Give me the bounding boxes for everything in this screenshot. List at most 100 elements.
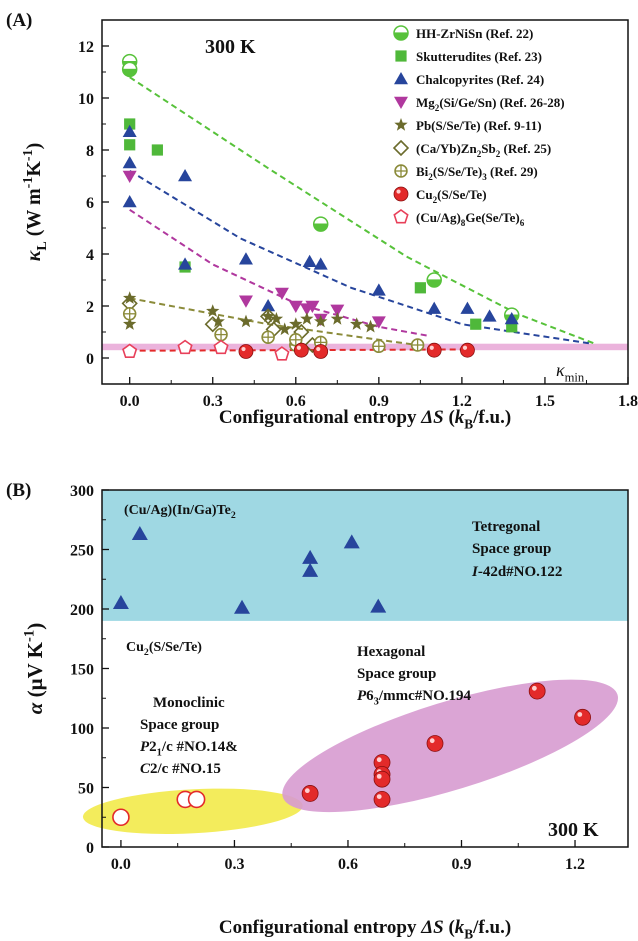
trend-line	[129, 169, 593, 345]
point-ball	[393, 186, 409, 202]
x-tick-label: 0.6	[286, 393, 306, 410]
y-tick-label: 150	[70, 662, 94, 679]
data-point	[426, 342, 442, 358]
data-point	[259, 308, 277, 325]
point-fill	[427, 280, 442, 287]
legend-label: Cu2(S/Se/Te)	[416, 187, 487, 205]
data-point	[373, 754, 391, 771]
point-highlight	[241, 346, 246, 352]
data-point	[506, 321, 518, 333]
x-tick-label: 1.8	[618, 393, 638, 410]
point-highlight	[429, 738, 435, 744]
legend-label: (Cu/Ag)8Ge(Se/Te)6	[416, 210, 525, 228]
point-ball	[426, 342, 442, 358]
data-point	[124, 118, 136, 130]
monoclinic-region	[82, 788, 303, 835]
x-tick-label: 1.2	[565, 856, 585, 873]
y-axis-label: κL (W m-1K-1)	[21, 143, 50, 262]
data-point	[238, 252, 253, 265]
data-point	[371, 316, 386, 329]
data-point	[302, 562, 319, 577]
data-point	[289, 317, 303, 330]
data-point	[288, 300, 303, 313]
x-tick-label: 0.0	[120, 393, 140, 410]
data-point	[269, 312, 284, 325]
data-point	[234, 599, 251, 614]
x-tick-label: 0.9	[369, 393, 389, 410]
panel-label-b: (B)	[6, 480, 31, 501]
data-point	[393, 25, 409, 41]
series-triangle-down	[122, 170, 386, 329]
series-ball	[238, 342, 475, 359]
point-ball	[460, 342, 475, 358]
data-point	[122, 307, 137, 321]
cu2x-label: Cu2(S/Se/Te)	[126, 640, 202, 658]
data-point	[261, 330, 275, 344]
point-fill	[122, 69, 137, 77]
y-tick-label: 6	[86, 195, 94, 212]
data-point	[393, 186, 409, 202]
data-point	[363, 319, 378, 333]
temperature-annotation: 300 K	[548, 819, 599, 841]
y-tick-label: 0	[86, 840, 94, 857]
data-point	[289, 333, 303, 347]
hexagonal-region	[282, 679, 618, 813]
data-point	[300, 312, 314, 325]
data-point	[305, 300, 320, 313]
data-point	[460, 342, 475, 358]
data-point	[370, 598, 387, 613]
data-point	[123, 317, 137, 330]
data-point	[460, 301, 475, 314]
x-axis-label: Configurational entropy ΔS (kB/f.u.)	[219, 407, 511, 432]
data-point	[470, 318, 482, 330]
series-pentagon-open	[122, 339, 290, 361]
data-point	[121, 61, 138, 78]
point-highlight	[462, 345, 468, 350]
data-point	[274, 346, 290, 361]
x-tick-label: 0.3	[203, 393, 223, 410]
hexagonal-space-group: Space group	[357, 666, 436, 682]
data-point	[504, 312, 519, 325]
point-ball	[293, 342, 309, 358]
point-highlight	[296, 345, 301, 350]
point-highlight	[396, 189, 401, 194]
data-point	[343, 534, 360, 549]
y-tick-label: 0	[86, 351, 94, 368]
panel-label-a: (A)	[6, 10, 32, 31]
data-point	[302, 254, 317, 268]
tetragonal-space-group: Space group	[472, 541, 551, 557]
data-point	[528, 682, 546, 700]
hexagonal-title: Hexagonal	[357, 644, 425, 660]
data-point	[350, 317, 364, 330]
y-tick-label: 200	[70, 602, 94, 619]
legend-label: Chalcopyrites (Ref. 24)	[416, 72, 544, 87]
point-fill	[394, 33, 408, 40]
tetragonal-region	[102, 490, 628, 621]
data-point	[261, 299, 276, 312]
data-point	[122, 195, 137, 208]
data-point	[313, 257, 328, 270]
data-point	[238, 344, 254, 359]
x-tick-label: 1.2	[452, 393, 472, 410]
legend-label: (Ca/Yb)Zn2Sb2 (Ref. 25)	[416, 141, 551, 159]
data-point	[302, 549, 319, 564]
panel-a: (A) 0.0 0.3 0.6 0.9 1.2 1.5 1.8 0 2 4 6 8 10 12 Configu…	[6, 10, 638, 432]
data-point	[426, 735, 444, 752]
point-ball	[238, 344, 254, 359]
data-point	[394, 96, 408, 109]
data-point	[151, 144, 163, 156]
trend-line	[129, 297, 418, 346]
data-point	[112, 595, 129, 610]
y-tick-label: 12	[78, 39, 94, 56]
data-point	[426, 272, 442, 288]
data-point	[178, 257, 193, 270]
data-point	[410, 338, 425, 352]
chalcopyrite-label: (Cu/Ag)(In/Ga)Te2	[124, 503, 236, 521]
legend-label: Mg2(Si/Ge/Sn) (Ref. 26-28)	[416, 95, 565, 113]
point-highlight	[376, 794, 382, 799]
data-point	[213, 339, 229, 355]
data-point	[373, 791, 391, 808]
tetragonal-group-id: I-42d#NO.122	[471, 564, 562, 580]
point-ball	[528, 682, 546, 700]
